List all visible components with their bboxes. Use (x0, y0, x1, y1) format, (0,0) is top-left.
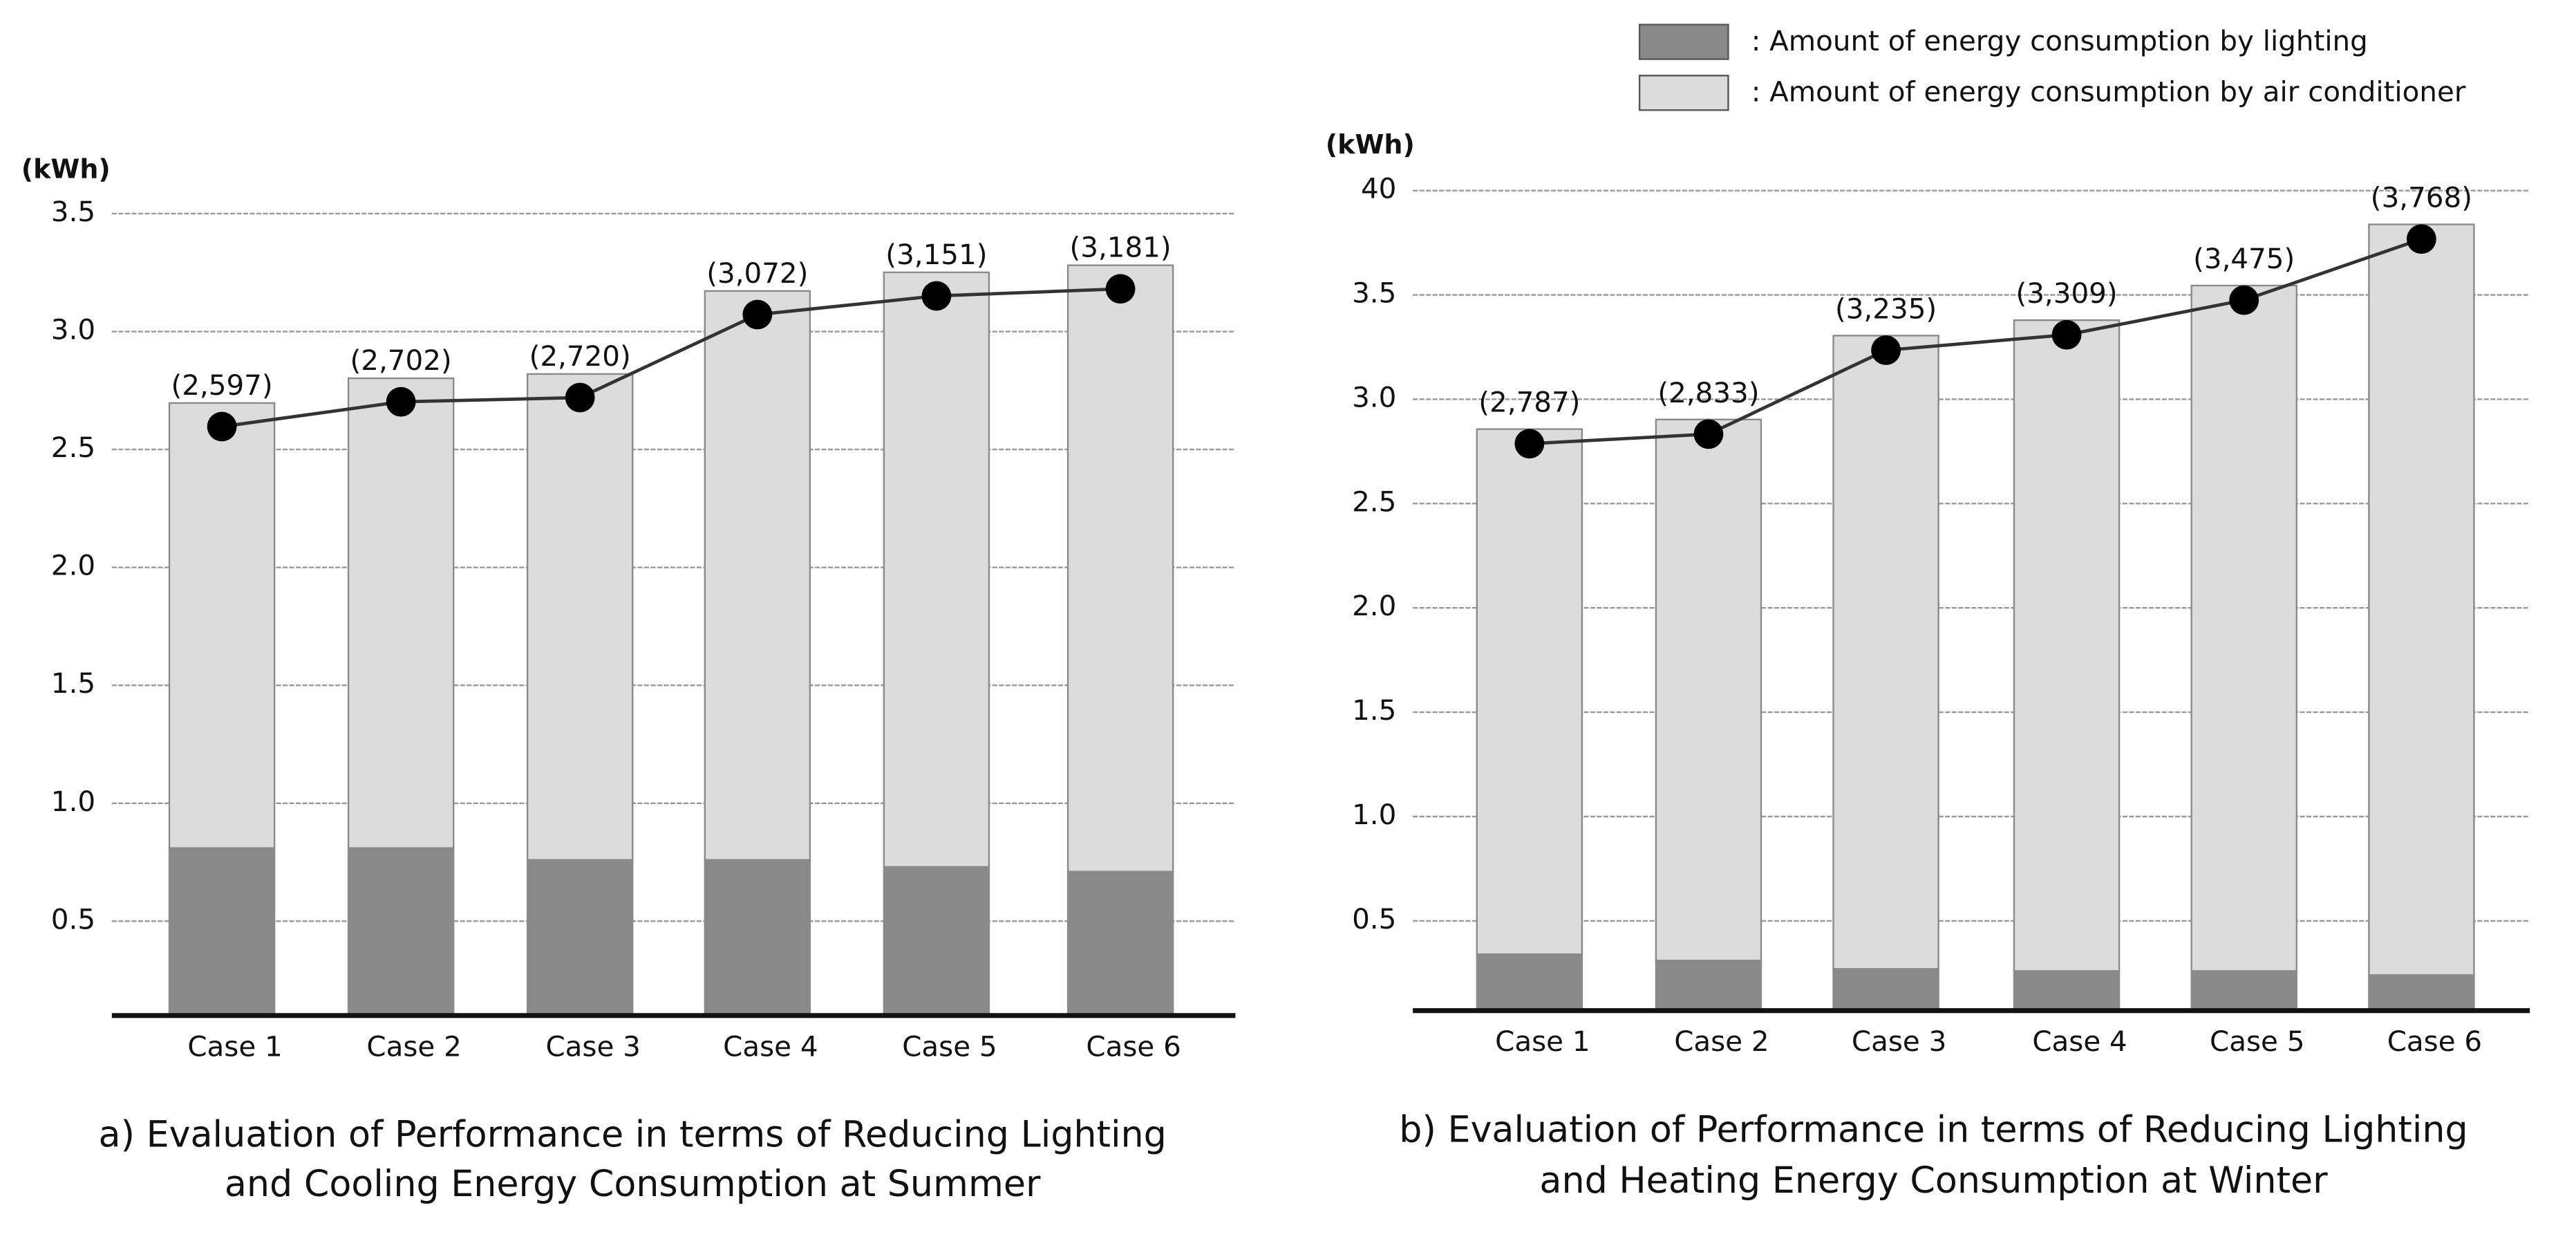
bar-segment (1832, 968, 1939, 1012)
data-label: (3,475) (2193, 242, 2295, 275)
bar-segment (2013, 970, 2121, 1012)
x-tick-label: Case 3 (1852, 1025, 1946, 1058)
data-label: (2,720) (529, 339, 631, 373)
x-tick-label: Case 4 (2032, 1025, 2127, 1058)
data-label: (2,787) (1478, 386, 1580, 419)
bar-segment (347, 847, 455, 1016)
data-label: (3,072) (706, 257, 808, 290)
y-tick-label: 0.5 (51, 902, 95, 935)
bar-segment (704, 290, 811, 861)
bar-segment (2013, 319, 2121, 972)
total-dot (921, 281, 952, 311)
y-tick-label: 40 (1361, 172, 1396, 205)
y-tick-label: 2.5 (51, 431, 95, 464)
bar-segment (2190, 970, 2297, 1012)
total-dot (1105, 274, 1136, 304)
bar-segment (526, 373, 634, 861)
y-tick-label: 2.0 (51, 549, 95, 582)
bar-segment (1476, 428, 1583, 956)
bar-segment (168, 847, 276, 1016)
data-label: (2,597) (171, 369, 272, 402)
data-label: (2,702) (350, 344, 452, 377)
total-dot (2051, 319, 2082, 350)
legend-swatch (1638, 75, 1729, 111)
chart-caption: a) Evaluation of Performance in terms of… (99, 1114, 1167, 1156)
y-tick-label: 1.0 (51, 785, 95, 818)
chart-caption: and Heating Energy Consumption at Winter (1539, 1159, 2328, 1202)
x-tick-label: Case 1 (187, 1030, 282, 1063)
y-tick-label: 3.0 (1352, 380, 1396, 413)
total-dot (742, 299, 773, 330)
y-tick-label: 2.0 (1352, 589, 1396, 622)
legend-swatch (1638, 24, 1729, 60)
total-dot (386, 386, 416, 417)
bar-segment (347, 377, 455, 849)
x-tick-label: Case 3 (545, 1030, 640, 1063)
total-dot (1514, 429, 1545, 459)
y-tick-label: 1.5 (51, 667, 95, 700)
total-line (1529, 237, 2423, 446)
x-tick-label: Case 4 (723, 1030, 818, 1063)
bar-segment (526, 859, 634, 1016)
bar-segment (2190, 284, 2297, 972)
y-tick-label: 3.5 (1352, 277, 1396, 310)
data-label: (3,181) (1070, 231, 1172, 264)
x-tick-label: Case 2 (366, 1030, 461, 1063)
total-dot (1871, 335, 1901, 365)
legend-label: : Amount of energy consumption by lighti… (1751, 24, 2368, 57)
data-label: (3,768) (2371, 181, 2472, 214)
y-tick-label: 1.5 (1352, 693, 1396, 727)
bar-segment (1066, 870, 1174, 1016)
y-axis-label: (kWh) (1326, 129, 1415, 160)
y-tick-label: 3.0 (51, 313, 95, 346)
legend-label: : Amount of energy consumption by air co… (1751, 75, 2466, 108)
total-line (221, 287, 1121, 429)
bar-segment (883, 866, 990, 1016)
x-tick-label: Case 2 (1674, 1025, 1769, 1058)
y-tick-label: 1.0 (1352, 798, 1396, 831)
total-dot (565, 382, 595, 413)
chart-caption: b) Evaluation of Performance in terms of… (1399, 1109, 2467, 1151)
bar-segment (168, 402, 276, 849)
data-label: (2,833) (1657, 376, 1759, 409)
x-tick-label: Case 1 (1495, 1025, 1590, 1058)
chart-caption: and Cooling Energy Consumption at Summer (225, 1163, 1041, 1205)
total-dot (207, 411, 237, 442)
total-dot (1693, 419, 1724, 449)
bar-segment (704, 859, 811, 1016)
y-tick-label: 3.5 (51, 195, 95, 228)
x-tick-label: Case 5 (2210, 1025, 2304, 1058)
data-label: (3,151) (885, 238, 987, 271)
x-tick-label: Case 5 (902, 1030, 997, 1063)
data-label: (3,309) (2015, 277, 2117, 310)
bar-segment (2368, 974, 2475, 1012)
x-tick-label: Case 6 (2387, 1025, 2482, 1058)
bar-segment (1476, 953, 1583, 1012)
bar-segment (1655, 960, 1762, 1012)
bar-segment (2368, 223, 2475, 976)
y-tick-label: 2.5 (1352, 485, 1396, 518)
x-tick-label: Case 6 (1086, 1030, 1181, 1063)
bar-segment (1655, 418, 1762, 962)
bar-segment (883, 271, 990, 868)
y-tick-label: 0.5 (1352, 902, 1396, 935)
bar-segment (1832, 335, 1939, 970)
bar-segment (1066, 264, 1174, 873)
y-axis-label: (kWh) (21, 154, 111, 185)
data-label: (3,235) (1835, 292, 1937, 326)
total-dot (2407, 224, 2436, 254)
total-dot (2229, 285, 2259, 315)
